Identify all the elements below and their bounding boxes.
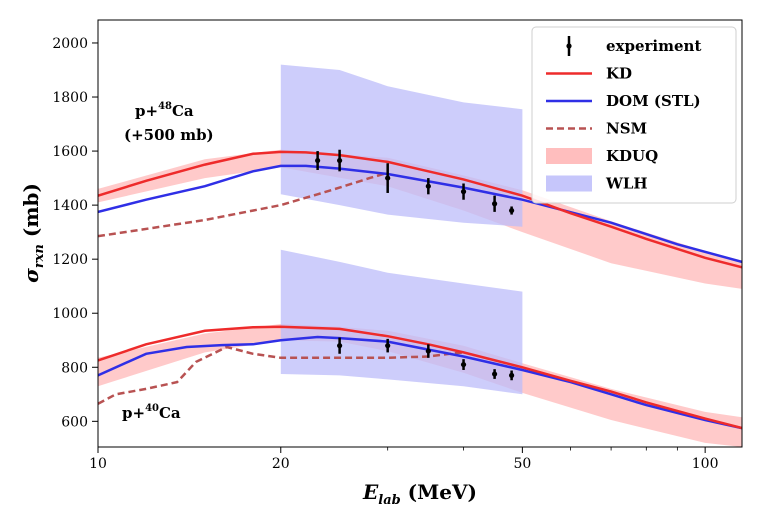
- y-tick-label: 1200: [52, 252, 88, 268]
- annotation-ca48-offset: (+500 mb): [124, 126, 214, 144]
- wlh-band-ca48: [280, 64, 523, 227]
- legend-swatch-experiment-dot: [566, 43, 572, 49]
- legend-label-wlh: WLH: [605, 175, 648, 193]
- y-tick-label: 1800: [52, 90, 88, 106]
- y-tick-label: 1000: [52, 306, 88, 322]
- wlh-band-ca40: [280, 249, 523, 395]
- experiment-point-ca40: [509, 372, 515, 378]
- lines: [98, 150, 742, 430]
- legend-label-dom: DOM (STL): [606, 92, 701, 110]
- y-tick-label: 600: [61, 414, 88, 430]
- x-axis-title: Elab (MeV): [362, 480, 477, 508]
- plot-area: [98, 64, 742, 447]
- experiment-point-ca48: [385, 175, 391, 181]
- experiment-point-ca48: [425, 183, 431, 189]
- x-tick-label: 10: [89, 456, 107, 472]
- legend-label-nsm: NSM: [606, 120, 647, 138]
- experiment-point-ca40: [385, 343, 391, 349]
- plot-frame: [97, 19, 743, 448]
- annotation-ca48: p+48Ca: [135, 101, 194, 120]
- experiment-point-ca40: [460, 361, 467, 368]
- y-axis: 600 800 1000 1200 1400 1600 1800 2000: [52, 36, 98, 430]
- y-tick-label: 1400: [52, 198, 88, 214]
- legend-label-kduq: KDUQ: [606, 147, 658, 165]
- y-tick-label: 2000: [52, 36, 88, 52]
- experiment-point-ca48: [491, 201, 498, 207]
- experiment-point-ca48: [337, 157, 343, 164]
- legend-label-kd: KD: [606, 65, 632, 83]
- legend-label-experiment: experiment: [606, 37, 701, 55]
- x-tick-label: 50: [513, 456, 531, 472]
- points: [315, 149, 515, 381]
- kd-line-ca48: [98, 150, 742, 269]
- experiment-point-ca40: [425, 348, 431, 354]
- kd-line-ca40: [98, 325, 742, 430]
- legend: experiment KD DOM (STL) NSM KDUQ WLH: [531, 26, 737, 204]
- experiment-point-ca48: [460, 189, 467, 195]
- dom-line-ca40: [98, 335, 742, 430]
- experiment-point-ca40: [491, 371, 498, 377]
- x-axis: 10 20 50 100: [89, 447, 719, 472]
- annotation-ca40: p+40Ca: [122, 403, 181, 422]
- x-tick-label: 100: [692, 456, 719, 472]
- y-axis-title: σrxn (mb): [19, 183, 47, 283]
- legend-swatch-kduq: [546, 148, 592, 164]
- experiment-point-ca40: [337, 343, 343, 349]
- experiment-point-ca48: [509, 207, 515, 214]
- nsm-line-ca48: [98, 171, 389, 238]
- legend-swatch-wlh: [546, 175, 592, 192]
- y-tick-label: 800: [61, 360, 88, 376]
- y-tick-label: 1600: [52, 144, 88, 160]
- experiment-point-ca48: [315, 157, 321, 164]
- x-tick-label: 20: [272, 456, 290, 472]
